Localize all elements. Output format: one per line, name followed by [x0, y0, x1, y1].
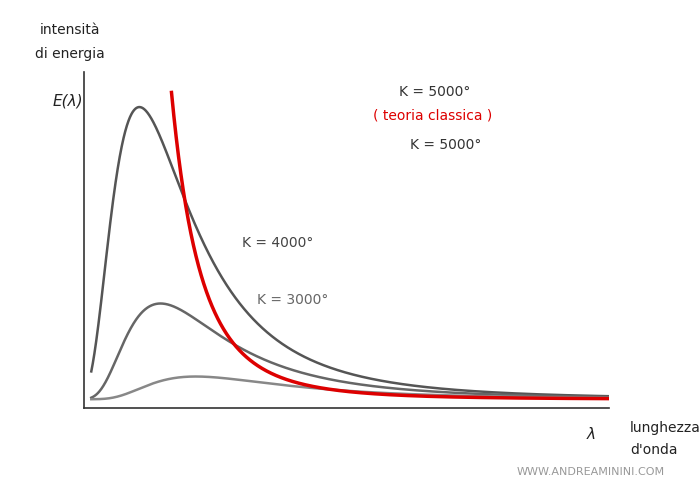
Text: K = 5000°: K = 5000° [410, 138, 481, 152]
Text: K = 5000°: K = 5000° [399, 84, 470, 98]
Text: di energia: di energia [35, 47, 105, 60]
Text: d'onda: d'onda [630, 443, 678, 456]
Text: lunghezza: lunghezza [630, 421, 700, 435]
Text: K = 3000°: K = 3000° [258, 293, 328, 307]
Text: λ: λ [587, 427, 596, 442]
Text: K = 4000°: K = 4000° [241, 236, 313, 250]
Text: E(λ): E(λ) [52, 94, 83, 108]
Text: intensità: intensità [40, 23, 100, 36]
Text: WWW.ANDREAMININI.COM: WWW.ANDREAMININI.COM [517, 467, 665, 477]
Text: ( teoria classica ): ( teoria classica ) [372, 108, 492, 122]
